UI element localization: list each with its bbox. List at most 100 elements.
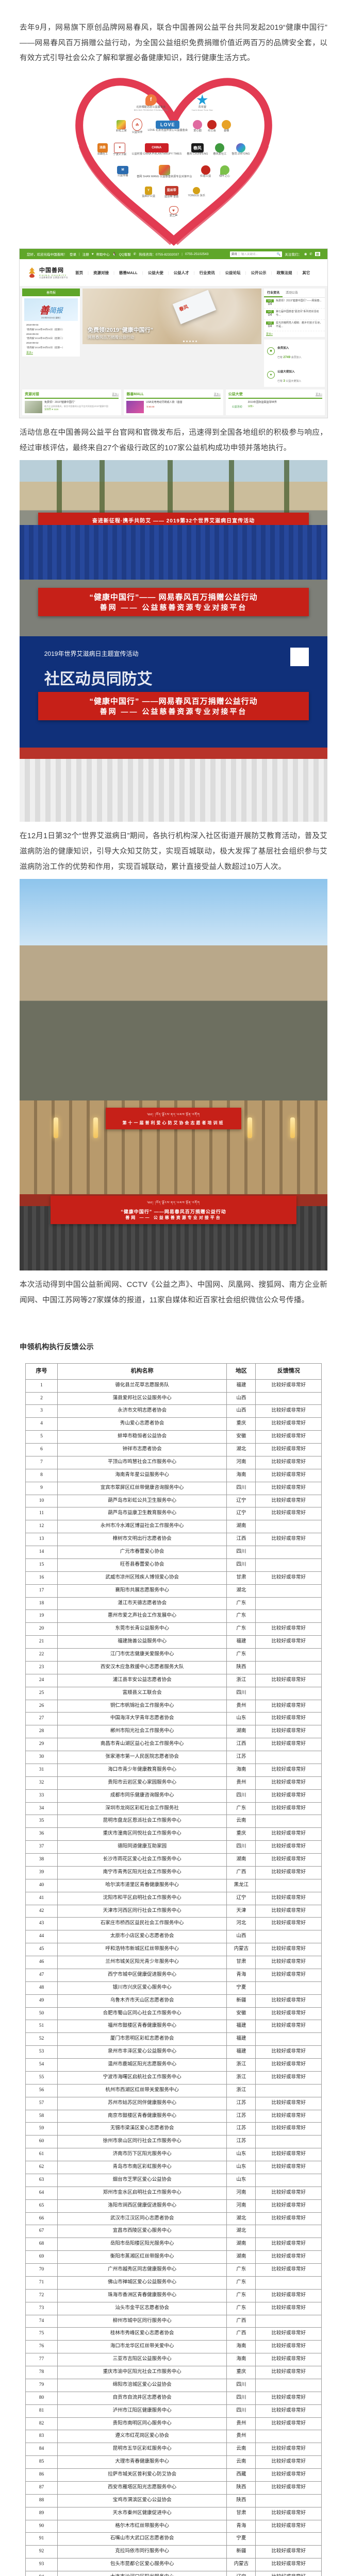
cell-region: 江西 — [226, 1738, 256, 1751]
bulletin-item[interactable]: 2019-09-03 “善简报”2019年09月03日（星期二） — [26, 332, 77, 341]
table-row: 73 汕头市金平区志愿者协会 广东 比较好或非常好 — [25, 2301, 322, 2315]
column-item[interactable]: 公益活动 2019年国际篮联篮球世界 详情> — [228, 399, 322, 413]
table-row: 19 惠州市爱之声社会工作发展中心 广东 — [25, 1609, 322, 1623]
hero-title: 免费领!2019“健康中国行” — [88, 327, 154, 334]
column-more-link[interactable]: 更多> — [316, 393, 322, 396]
join-member-row[interactable]: ■ 会员加入 已有 2749 会员加入 — [264, 340, 325, 363]
cell-org-name: 东莞市长青公益服务中心 — [57, 1622, 227, 1636]
cell-org-name: 天水市秦州区健康促进中心 — [57, 2506, 227, 2520]
cell-index: 65 — [25, 2199, 58, 2213]
column-item[interactable]: 免费领！2019“健康中国行” 助力企业网易春风，联合中国善网公益平台共同发起2… — [25, 399, 119, 413]
help-center-link[interactable]: 帮助中心 — [96, 253, 110, 257]
column-more-link[interactable]: 更多> — [213, 393, 221, 396]
carousel-dots[interactable] — [183, 341, 197, 343]
cell-feedback — [255, 1660, 322, 1674]
item-text: 免费领！2019“健康中国行” 助力企业网易春风，联合中国善网公益平台共同发起2… — [44, 401, 108, 413]
cell-org-name: 杭州市西湖区红丝带关爱服务中心 — [57, 2083, 227, 2097]
logo-caption: 绿叶之心 — [219, 175, 230, 178]
bulletin-item[interactable]: 2019-09-04 “善简报”2019年09月04日（星期三） — [26, 323, 77, 332]
news-item[interactable]: 09月 04 第七届中国慈善“嘉流月”系列培训活动今... — [264, 309, 325, 320]
bulletin-more-link[interactable]: 更多> — [26, 351, 33, 355]
carousel-dot[interactable] — [189, 341, 191, 343]
column-more-link[interactable]: 更多> — [112, 393, 119, 396]
table-row: 64 郑州市金水区启明社会工作服务中心 河南 比较好或非常好 — [25, 2186, 322, 2200]
cell-feedback: 比较好或非常好 — [255, 2443, 322, 2456]
nav-item-forum[interactable]: 公益论坛 — [225, 270, 241, 275]
cell-index: 42 — [25, 1904, 58, 1918]
tab-activity-notice[interactable]: 活动公告 — [286, 292, 299, 295]
search-input[interactable]: 输入关键词... — [241, 253, 258, 257]
nav-item-home[interactable]: 首页 — [75, 270, 84, 275]
news-item[interactable]: 09月 04 星光并散照亮人眼睛：教乡村孩子写诗，不是... — [264, 320, 325, 331]
nav-item-resources[interactable]: 资源对接 — [93, 270, 109, 275]
org-feedback-table: 序号 机构名称 地区 反馈情况 1 德化县兰花草志愿服务队 福建 比较好或非常好 2 蒲县… — [25, 1363, 322, 2576]
cell-feedback — [255, 1558, 322, 1572]
cell-org-name: 三亚市吉阳区公益服务中心 — [57, 2353, 227, 2366]
table-row: 8 海南青年星公益服务中心 海南 比较好或非常好 — [25, 1468, 322, 1482]
nav-item-mall[interactable]: 慈善MALL — [119, 270, 138, 275]
nav-item-disclosure[interactable]: 公开公示 — [251, 270, 267, 275]
cell-org-name: 钟祥市志愿者协会 — [57, 1443, 227, 1456]
cell-feedback: 比较好或非常好 — [255, 2186, 322, 2200]
column-ambassador: 公益大使 更多> 公益活动 2019年国际篮联篮球世界 详情> — [225, 389, 325, 415]
logo-caption: 公益伙伴 — [131, 131, 143, 134]
cell-org-name: 银川市兴庆区爱心服务中心 — [57, 1981, 227, 1995]
search-category-select[interactable]: 资讯 — [230, 252, 239, 257]
news-more-link[interactable]: 更多> — [266, 332, 273, 336]
photo3-banner-line1: “健康中国行” ——网易春风百万捐赠公益行动 — [89, 697, 258, 706]
qq-service-link[interactable]: QQ客服 — [119, 253, 131, 257]
cell-region: 广西 — [226, 1866, 256, 1879]
cell-index: 4 — [25, 1417, 58, 1431]
cell-region: 安徽 — [226, 2007, 256, 2021]
carousel-dot[interactable] — [183, 341, 185, 343]
cell-feedback: 比较好或非常好 — [255, 2340, 322, 2354]
search-icon[interactable]: 🔍 — [276, 252, 281, 256]
table-row: 31 海口市青少年健康教育服务中心 海南 比较好或非常好 — [25, 1763, 322, 1777]
news-item[interactable]: 09月 04 免费领！2019“健康中国行”——网易春... — [264, 298, 325, 309]
cell-index: 9 — [25, 1481, 58, 1495]
intro-block-1: 去年9月，网易旗下原创品牌网易春风，联合中国善网公益平台共同发起2019“健康中… — [0, 0, 347, 66]
logo-caption: 蓝丝带 普苗 — [164, 195, 179, 199]
wechat-icon[interactable]: ✆ — [309, 252, 312, 257]
nav-item-ambassador[interactable]: 公益大使 — [147, 270, 163, 275]
login-link[interactable]: 登录 — [70, 253, 76, 257]
logo-item: ♥ 宁波义工联 — [113, 143, 126, 157]
hero-banner[interactable]: 春风 免费领!2019“健康中国行” 网易春风百万捐赠公益行动 — [82, 289, 261, 345]
cell-org-name: 平顶山市鸣慧社会工作服务中心 — [57, 1455, 227, 1469]
table-row: 24 浦江县丰安公益志愿者协会 浙江 比较好或非常好 — [25, 1673, 322, 1687]
news-date: 09月 04 — [266, 321, 274, 329]
cell-region: 浙江 — [226, 2083, 256, 2097]
nav-item-news[interactable]: 行业资讯 — [199, 270, 215, 275]
cell-region: 新疆 — [226, 2545, 256, 2559]
register-link[interactable]: 注册 — [82, 253, 89, 257]
cell-index: 33 — [25, 1789, 58, 1803]
join-ambassador-title: 公益大使加入 — [277, 370, 295, 374]
carousel-dot[interactable] — [192, 341, 194, 343]
join-card: ■ 会员加入 已有 2749 会员加入 ● 公益大使加入 已有 3 公益大使加入 — [264, 339, 325, 387]
table-row: 69 衡阳市蒸湘区红丝带服务中心 湖南 比较好或非常好 — [25, 2250, 322, 2264]
carousel-dot[interactable] — [195, 341, 197, 343]
bulletin-item[interactable]: 2019-09-02 “善简报”2019年09月02日（星期一） — [26, 341, 77, 350]
search-box[interactable]: 资讯 输入关键词... 🔍 — [229, 251, 283, 257]
nav-item-other[interactable]: 其它 — [302, 270, 310, 275]
weibo-icon[interactable]: ◉ — [304, 252, 307, 257]
table-head: 序号 机构名称 地区 反馈情况 — [25, 1363, 322, 1380]
heart-icon: ♥ — [91, 252, 94, 256]
cell-org-name: 泉州市丰泽区爱心公益服务中心 — [57, 2045, 227, 2059]
item-thumbnail: 公益活动 — [228, 400, 246, 413]
table-row: 15 旺苍县春蕾爱心协会 四川 — [25, 1558, 322, 1572]
cell-index: 78 — [25, 2366, 58, 2379]
tab-industry-news[interactable]: 行业资讯 — [264, 289, 283, 298]
cell-region: 浙江 — [226, 2071, 256, 2084]
cell-index: 68 — [25, 2238, 58, 2251]
table-row: 87 西安市雁塔区阳光志愿服务中心 陕西 比较好或非常好 — [25, 2481, 322, 2495]
column-item[interactable]: USB充电电动牙刷成人款（苜苜 ￥30.00 — [126, 399, 220, 413]
column-header: 慈善MALL 更多> — [126, 392, 221, 399]
site-brand[interactable]: 中国善网 CHINA CHARITY 公益慈善资源 全景要对接平台 — [27, 266, 68, 279]
join-ambassador-row[interactable]: ● 公益大使加入 已有 3 公益大使加入 — [264, 363, 325, 387]
nav-item-talent[interactable]: 公益人才 — [173, 270, 189, 275]
table-row: 67 宜昌市西陵区爱心服务中心 湖北 — [25, 2225, 322, 2239]
carousel-dot[interactable] — [186, 341, 188, 343]
cell-feedback — [255, 2032, 322, 2046]
nav-item-policy[interactable]: 政策法规 — [276, 270, 292, 275]
